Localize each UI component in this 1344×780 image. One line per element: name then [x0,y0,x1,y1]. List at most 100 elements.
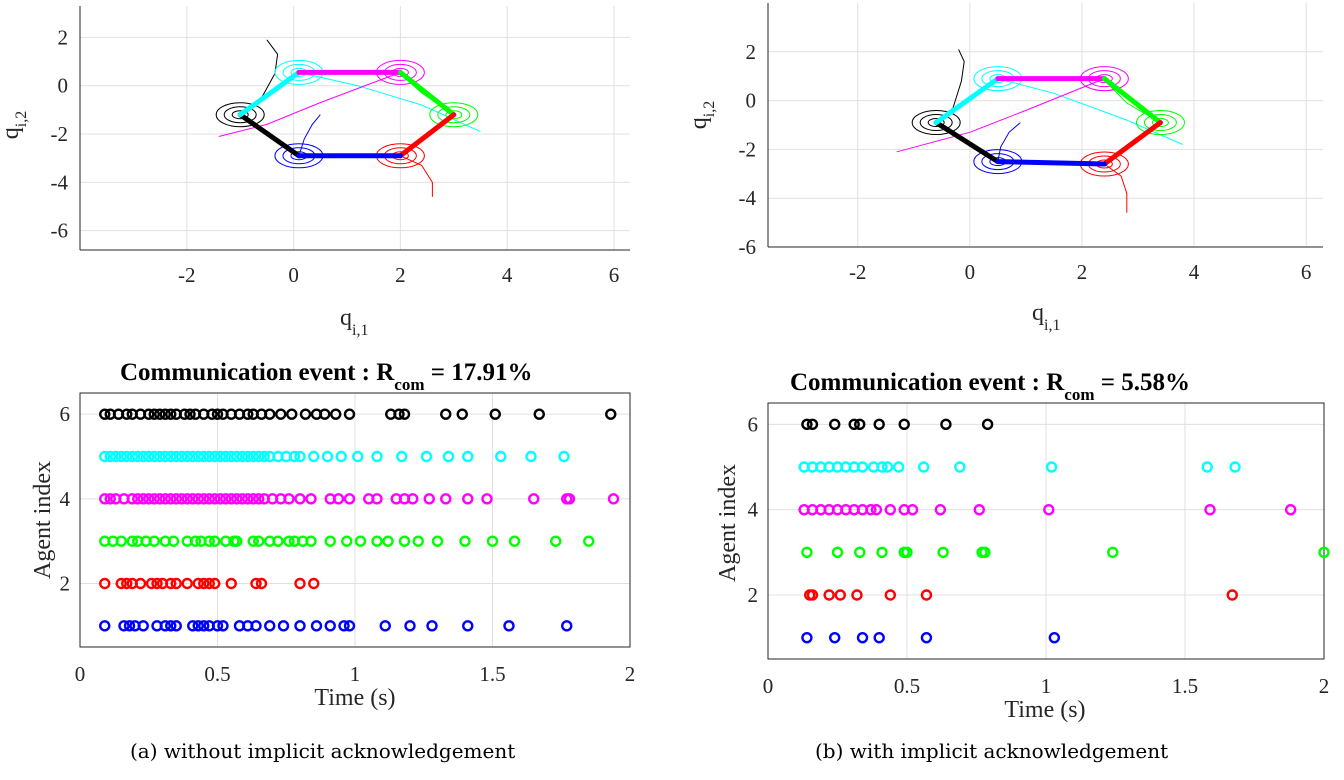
event-marker [143,493,155,505]
event-marker [865,503,877,516]
event-marker [440,493,452,505]
event-marker [412,535,424,547]
x-tick-label: 2 [395,263,406,287]
event-marker [829,631,841,644]
event-marker [398,408,411,420]
event-marker [99,577,111,590]
event-marker [115,535,127,547]
y-tick-label: -6 [739,235,757,259]
x-tick-label: -2 [178,263,196,287]
event-marker [264,620,276,632]
event-marker [305,535,317,547]
event-marker [217,620,229,632]
event-marker [308,450,320,463]
trajectory-path [400,155,433,197]
event-marker [104,450,116,463]
formation-link [1101,120,1163,167]
event-marker [407,493,419,505]
agent-ellipse [911,110,961,136]
event-marker [1318,546,1330,559]
event-marker [247,535,259,547]
event-marker [321,450,334,463]
event-marker [294,450,306,463]
event-marker [330,408,342,420]
event-marker [605,408,617,420]
event-marker [187,450,199,463]
event-marker [192,493,204,505]
x-tick-label: 1.5 [1172,674,1198,698]
event-marker [250,620,262,632]
event-marker [123,620,136,632]
event-marker [398,535,411,547]
event-marker [379,620,391,632]
event-marker [110,450,122,463]
y-tick-label: -2 [739,137,757,161]
event-marker [121,450,133,463]
event-marker [343,620,356,632]
event-marker [286,408,298,420]
x-axis-label: qi,1 [340,305,368,339]
events-title-b: Communication event : Rcom = 5.58% [790,369,1190,404]
trajectory-path [1104,163,1128,213]
agent-ellipse [919,114,953,132]
event-marker [288,450,301,463]
agent-ellipse [1143,114,1177,132]
event-marker [495,450,507,463]
x-tick-label: 2 [625,662,636,686]
event-marker [242,493,254,505]
event-marker [192,577,204,590]
event-marker [917,461,930,473]
event-marker [253,535,265,547]
event-marker [1204,503,1216,516]
x-tick-label: 0 [288,263,299,287]
event-marker [533,408,545,420]
event-marker [299,408,312,420]
event-marker [382,535,394,547]
event-marker [178,408,191,420]
event-marker [324,535,336,547]
event-marker [154,450,166,463]
x-tick-label: 6 [1301,260,1312,284]
event-marker [371,535,383,547]
event-marker [176,493,188,505]
event-marker [132,493,144,505]
event-marker [354,535,367,547]
event-marker [901,546,913,559]
event-marker [225,450,237,463]
event-marker [159,493,171,505]
event-marker [892,461,905,473]
event-marker [854,418,866,431]
event-marker [165,408,177,420]
event-marker [934,503,947,516]
event-marker [881,461,894,473]
y-tick-label: 6 [748,412,759,436]
event-marker [189,535,202,547]
event-marker [121,577,133,590]
event-marker [801,631,813,644]
formation-link [933,120,1001,165]
event-marker [118,620,130,632]
event-marker [396,450,408,463]
event-marker [258,450,270,463]
event-marker [341,535,353,547]
y-tick-label: -6 [51,219,69,243]
event-marker [99,493,111,505]
event-marker [371,450,383,463]
event-marker [206,408,218,420]
event-marker [203,577,215,590]
x-tick-label: 0 [75,662,86,686]
y-tick-label: -2 [51,122,69,146]
event-marker [940,418,952,431]
event-marker [1043,503,1055,516]
event-marker [253,493,265,505]
event-marker [528,493,540,505]
event-marker [104,493,116,505]
event-marker [981,418,994,431]
event-marker [151,577,163,590]
event-marker [801,546,813,559]
event-marker [211,408,224,420]
event-marker [486,535,499,547]
event-marker [973,503,985,516]
event-marker [126,493,138,505]
event-marker [236,493,248,505]
